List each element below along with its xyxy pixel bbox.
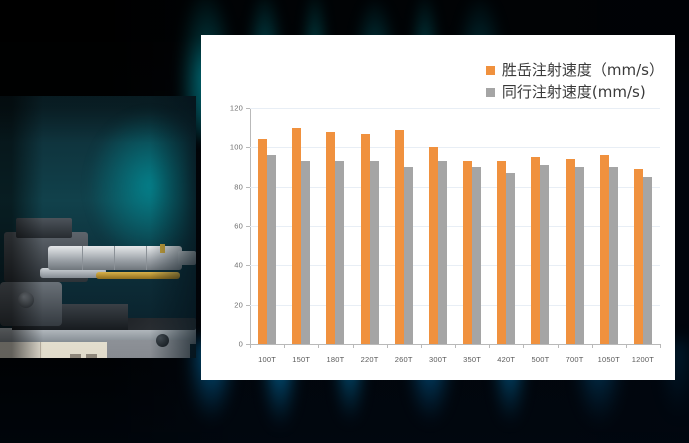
- x-axis-label: 500T: [531, 355, 550, 364]
- bar-group[interactable]: [360, 133, 379, 344]
- x-axis-label: 420T: [497, 355, 516, 364]
- injection-molding-machine-photo: [0, 96, 196, 358]
- bar-group[interactable]: [599, 155, 618, 344]
- bar-group[interactable]: [633, 168, 652, 344]
- y-axis-tick: [246, 147, 250, 149]
- x-axis-label: 700T: [565, 355, 584, 364]
- bar-100T-series0[interactable]: [258, 139, 268, 344]
- y-axis-tick: [246, 304, 250, 306]
- y-axis-label: 40: [234, 260, 243, 270]
- bar-420T-series1[interactable]: [506, 172, 516, 344]
- bar-220T-series0[interactable]: [360, 133, 370, 344]
- x-axis-tick: [660, 344, 661, 348]
- x-axis-label: 300T: [428, 355, 447, 364]
- x-axis-tick: [591, 344, 593, 348]
- y-axis-tick: [246, 186, 250, 188]
- bar-700T-series1[interactable]: [574, 167, 584, 344]
- bar-group[interactable]: [565, 159, 584, 344]
- x-axis-tick: [386, 344, 388, 348]
- bar-1050T-series1[interactable]: [608, 167, 618, 344]
- y-axis-label: 100: [229, 142, 243, 152]
- gridline: [250, 186, 660, 188]
- bar-260T-series1[interactable]: [403, 167, 413, 344]
- bar-1200T-series1[interactable]: [642, 176, 652, 344]
- legend-label: 同行注射速度(mm/s): [501, 83, 646, 101]
- y-axis-tick: [246, 226, 250, 227]
- y-axis-label: 0: [238, 339, 243, 349]
- bar-group[interactable]: [531, 157, 550, 344]
- x-axis-tick: [489, 344, 491, 348]
- bar-group[interactable]: [326, 131, 345, 344]
- x-axis-label: 1050T: [597, 355, 620, 364]
- x-axis-tick: [420, 344, 422, 348]
- gridline: [250, 147, 660, 149]
- photo-right-fade: [150, 96, 196, 358]
- plot-area: 0 20 40 60 80 100 120 100T 150T 180T 220T 260T 300T 3…: [230, 104, 661, 364]
- y-axis-label: 80: [234, 182, 243, 192]
- x-axis-tick: [352, 344, 354, 348]
- bar-1200T-series0[interactable]: [633, 168, 643, 344]
- bar-350T-series0[interactable]: [463, 161, 473, 344]
- x-axis-label: 1200T: [631, 355, 655, 364]
- bar-350T-series1[interactable]: [472, 167, 482, 344]
- bar-420T-series0[interactable]: [497, 161, 507, 344]
- x-axis-label: 260T: [394, 355, 413, 364]
- bar-chart: 胜岳注射速度（mm/s） 同行注射速度(mm/s) 0 20 40 60 80 100 120…: [201, 35, 675, 380]
- bar-150T-series1[interactable]: [301, 161, 311, 344]
- x-axis-tick: [455, 344, 456, 348]
- bar-group[interactable]: [292, 127, 311, 344]
- bar-1050T-series0[interactable]: [599, 155, 609, 344]
- x-axis-tick: [250, 344, 251, 348]
- x-axis-label: 350T: [463, 355, 482, 364]
- x-axis-label: 180T: [326, 355, 345, 364]
- y-axis-label: 20: [234, 300, 243, 310]
- bar-150T-series0[interactable]: [292, 127, 302, 344]
- bar-100T-series1[interactable]: [267, 155, 277, 344]
- bar-300T-series0[interactable]: [428, 147, 438, 344]
- bar-group[interactable]: [463, 161, 482, 344]
- legend-swatch-icon: [485, 88, 495, 97]
- bar-group[interactable]: [497, 161, 516, 344]
- x-axis-label: 150T: [292, 355, 311, 364]
- gridline: [250, 226, 660, 227]
- y-axis-label: 120: [229, 103, 243, 113]
- x-axis-label: 220T: [360, 355, 379, 364]
- x-axis-tick: [625, 344, 627, 348]
- bar-group[interactable]: [428, 147, 447, 344]
- legend-item-1[interactable]: 同行注射速度(mm/s): [485, 83, 664, 101]
- gridline: [250, 265, 660, 267]
- bar-180T-series0[interactable]: [326, 131, 336, 344]
- chart-panel: 胜岳注射速度（mm/s） 同行注射速度(mm/s) 0 20 40 60 80 100 120…: [201, 35, 675, 380]
- bar-180T-series1[interactable]: [335, 161, 345, 344]
- chart-legend: 胜岳注射速度（mm/s） 同行注射速度(mm/s): [485, 61, 664, 107]
- y-axis-label: 60: [234, 221, 243, 231]
- legend-label: 胜岳注射速度（mm/s）: [501, 61, 664, 79]
- x-axis-tick: [284, 344, 286, 348]
- bar-260T-series0[interactable]: [394, 129, 404, 344]
- x-axis-tick: [318, 344, 320, 348]
- legend-swatch-icon: [485, 66, 495, 75]
- x-axis-tick: [557, 344, 559, 348]
- y-axis-tick: [246, 265, 250, 267]
- legend-item-0[interactable]: 胜岳注射速度（mm/s）: [485, 61, 664, 79]
- gridline: [250, 108, 660, 109]
- gridline: [250, 304, 660, 306]
- bar-500T-series1[interactable]: [540, 165, 550, 344]
- bar-500T-series0[interactable]: [531, 157, 541, 344]
- y-axis-tick: [246, 108, 250, 109]
- x-axis-tick: [523, 344, 525, 348]
- bar-group[interactable]: [394, 129, 413, 344]
- bar-220T-series1[interactable]: [369, 161, 379, 344]
- x-axis-label: 100T: [258, 355, 277, 364]
- bar-700T-series0[interactable]: [565, 159, 575, 344]
- y-axis-tick: [246, 344, 250, 345]
- bar-group[interactable]: [258, 139, 277, 344]
- bar-300T-series1[interactable]: [437, 161, 447, 344]
